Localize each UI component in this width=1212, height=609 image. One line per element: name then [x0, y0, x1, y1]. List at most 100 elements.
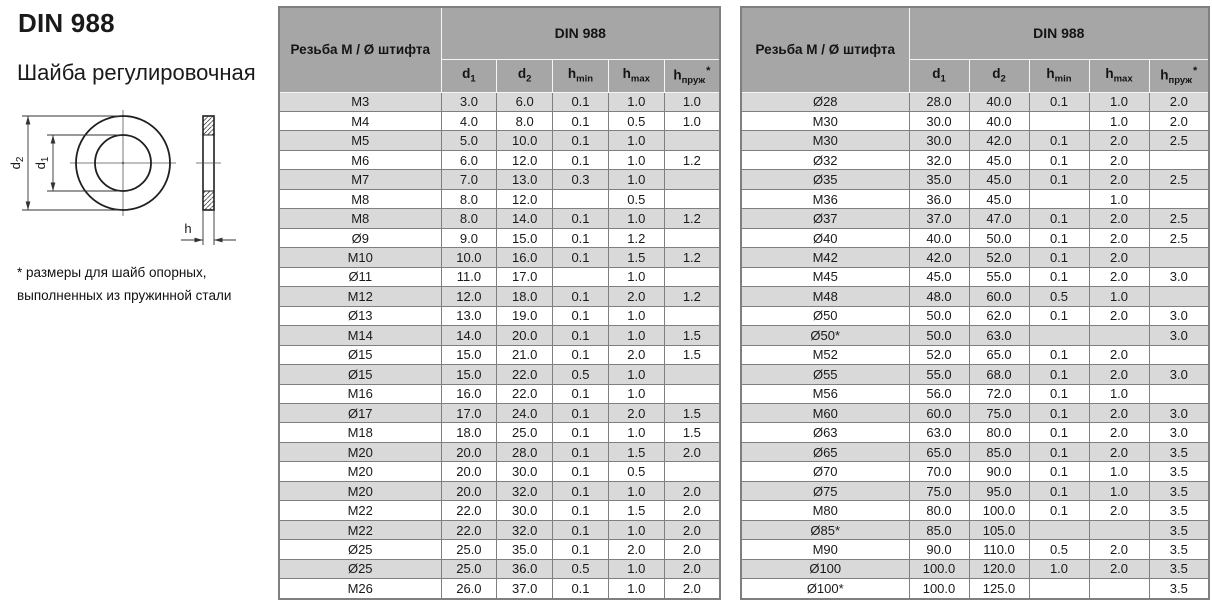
value-cell: 2.0	[663, 539, 721, 560]
size-cell: M30	[740, 130, 910, 151]
value-cell: 2.0	[1088, 266, 1150, 288]
value-cell: 0.1	[1028, 422, 1090, 443]
value-cell	[1148, 149, 1210, 171]
value-cell: 63.0	[968, 325, 1030, 346]
size-cell: Ø40	[740, 227, 910, 249]
value-cell: 17.0	[440, 402, 498, 424]
value-cell: 2.0	[1088, 208, 1150, 229]
size-cell: M30	[740, 110, 910, 132]
value-cell: 0.1	[1028, 500, 1090, 521]
column-header-h-max: hmax	[607, 58, 665, 93]
value-cell: 1.5	[663, 402, 721, 424]
value-cell	[552, 188, 609, 210]
value-cell: 18.0	[440, 422, 498, 443]
value-cell: 42.0	[968, 130, 1030, 151]
value-cell: 0.1	[552, 149, 609, 171]
size-cell: Ø100	[740, 558, 910, 580]
value-cell: 8.0	[440, 208, 498, 229]
value-cell: 28.0	[496, 441, 554, 463]
table-row: M12 12.0 18.0 0.1 2.0 1.2	[278, 286, 721, 307]
table-row: M36 36.0 45.0 1.0	[740, 188, 1210, 210]
dimension-d1	[47, 134, 121, 192]
value-cell: 0.1	[1028, 227, 1090, 249]
table-row: Ø70 70.0 90.0 0.1 1.0 3.5	[740, 461, 1210, 482]
value-cell: 2.0	[1088, 558, 1150, 580]
size-cell: M8	[278, 208, 442, 229]
table-row: M10 10.0 16.0 0.1 1.5 1.2	[278, 247, 721, 268]
value-cell: 11.0	[440, 266, 498, 288]
value-cell: 8.0	[496, 110, 554, 132]
washer-front-view	[75, 115, 171, 211]
value-cell: 13.0	[496, 169, 554, 190]
column-group-header-din988: DIN 988	[440, 6, 721, 60]
value-cell: 0.1	[552, 441, 609, 463]
value-cell: 30.0	[908, 130, 970, 151]
value-cell: 80.0	[968, 422, 1030, 443]
table-row: Ø35 35.0 45.0 0.1 2.0 2.5	[740, 169, 1210, 190]
value-cell: 85.0	[968, 441, 1030, 463]
size-cell: M20	[278, 441, 442, 463]
table-row: Ø63 63.0 80.0 0.1 2.0 3.0	[740, 422, 1210, 443]
value-cell: 2.0	[1088, 539, 1150, 560]
value-cell: 25.0	[496, 422, 554, 443]
value-cell: 18.0	[496, 286, 554, 307]
value-cell: 40.0	[968, 110, 1030, 132]
value-cell: 32.0	[908, 149, 970, 171]
value-cell: 21.0	[496, 344, 554, 366]
value-cell: 0.1	[1028, 266, 1090, 288]
value-cell: 70.0	[908, 461, 970, 482]
value-cell: 2.0	[607, 344, 665, 366]
table-body: Ø28 28.0 40.0 0.1 1.0 2.0 M30 30.0 40.0 1.0 2.0 M30…	[740, 91, 1210, 600]
value-cell: 0.3	[552, 169, 609, 190]
value-cell: 2.0	[1088, 364, 1150, 385]
value-cell: 1.0	[663, 91, 721, 112]
size-cell: M42	[740, 247, 910, 268]
value-cell	[1088, 578, 1150, 600]
value-cell: 36.0	[908, 188, 970, 210]
value-cell: 0.1	[1028, 402, 1090, 424]
value-cell: 1.0	[607, 578, 665, 600]
table-row: Ø100* 100.0 125.0 3.5	[740, 578, 1210, 600]
value-cell: 3.5	[1148, 578, 1210, 600]
value-cell: 50.0	[908, 325, 970, 346]
value-cell: 45.0	[968, 149, 1030, 171]
value-cell: 12.0	[496, 188, 554, 210]
value-cell: 30.0	[908, 110, 970, 132]
value-cell: 10.0	[496, 130, 554, 151]
value-cell: 1.0	[607, 208, 665, 229]
value-cell: 1.0	[1088, 110, 1150, 132]
size-cell: M60	[740, 402, 910, 424]
value-cell: 55.0	[908, 364, 970, 385]
value-cell: 42.0	[908, 247, 970, 268]
value-cell: 2.0	[1088, 402, 1150, 424]
value-cell: 19.0	[496, 305, 554, 327]
label-d1: d1	[33, 156, 51, 169]
value-cell: 0.1	[1028, 364, 1090, 385]
value-cell: 2.0	[1088, 500, 1150, 521]
value-cell: 1.5	[663, 344, 721, 366]
table-row: Ø50 50.0 62.0 0.1 2.0 3.0	[740, 305, 1210, 327]
value-cell: 0.1	[1028, 149, 1090, 171]
value-cell: 1.2	[607, 227, 665, 249]
table-row: Ø75 75.0 95.0 0.1 1.0 3.5	[740, 480, 1210, 502]
table-row: M14 14.0 20.0 0.1 1.0 1.5	[278, 325, 721, 346]
label-d2: d2	[8, 156, 26, 169]
size-cell: M16	[278, 383, 442, 405]
size-cell: Ø65	[740, 441, 910, 463]
value-cell: 15.0	[440, 344, 498, 366]
size-cell: M8	[278, 188, 442, 210]
value-cell: 40.0	[968, 91, 1030, 112]
value-cell: 2.0	[1088, 305, 1150, 327]
column-header-h-spring: hпруж*	[1148, 58, 1210, 93]
value-cell: 0.5	[1028, 539, 1090, 560]
value-cell: 0.1	[1028, 91, 1090, 112]
table-row: M22 22.0 30.0 0.1 1.5 2.0	[278, 500, 721, 521]
value-cell: 0.1	[1028, 441, 1090, 463]
value-cell: 0.1	[552, 305, 609, 327]
table-row: Ø37 37.0 47.0 0.1 2.0 2.5	[740, 208, 1210, 229]
table-row: M7 7.0 13.0 0.3 1.0	[278, 169, 721, 190]
din988-table-small-sizes: Резьба М / Ø штифта DIN 988 d1 d2 hmin hmax hп…	[278, 6, 722, 600]
value-cell: 3.0	[1148, 402, 1210, 424]
value-cell	[1088, 325, 1150, 346]
value-cell: 1.0	[607, 130, 665, 151]
